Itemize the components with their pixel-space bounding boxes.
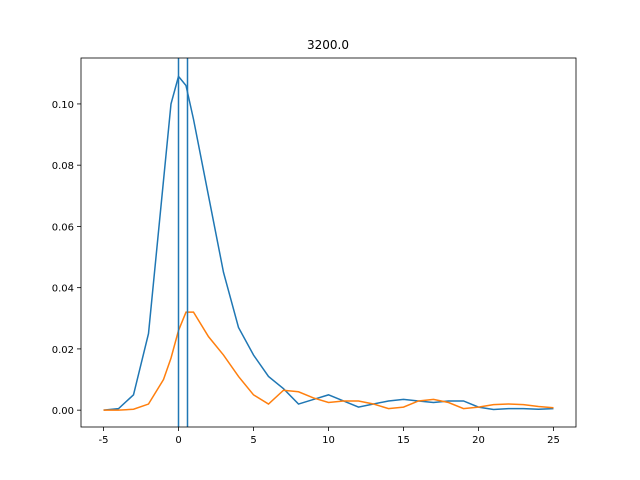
x-tick-label: 15 bbox=[397, 435, 410, 446]
x-tick-label: 10 bbox=[322, 435, 335, 446]
x-tick-label: 5 bbox=[250, 435, 256, 446]
x-tick-label: -5 bbox=[99, 435, 109, 446]
y-tick-label: 0.08 bbox=[52, 161, 74, 172]
series-line bbox=[103, 74, 554, 411]
x-tick-label: 25 bbox=[547, 435, 560, 446]
y-tick-label: 0.00 bbox=[52, 406, 74, 417]
chart-title: 3200.0 bbox=[307, 38, 349, 52]
x-tick-label: 0 bbox=[175, 435, 181, 446]
x-tick-label: 20 bbox=[472, 435, 485, 446]
y-tick-label: 0.02 bbox=[52, 345, 74, 356]
y-tick-label: 0.10 bbox=[52, 100, 74, 111]
plot-frame bbox=[80, 57, 577, 428]
series-line bbox=[103, 311, 554, 411]
y-tick-label: 0.04 bbox=[52, 284, 74, 295]
y-tick-label: 0.06 bbox=[52, 222, 74, 233]
